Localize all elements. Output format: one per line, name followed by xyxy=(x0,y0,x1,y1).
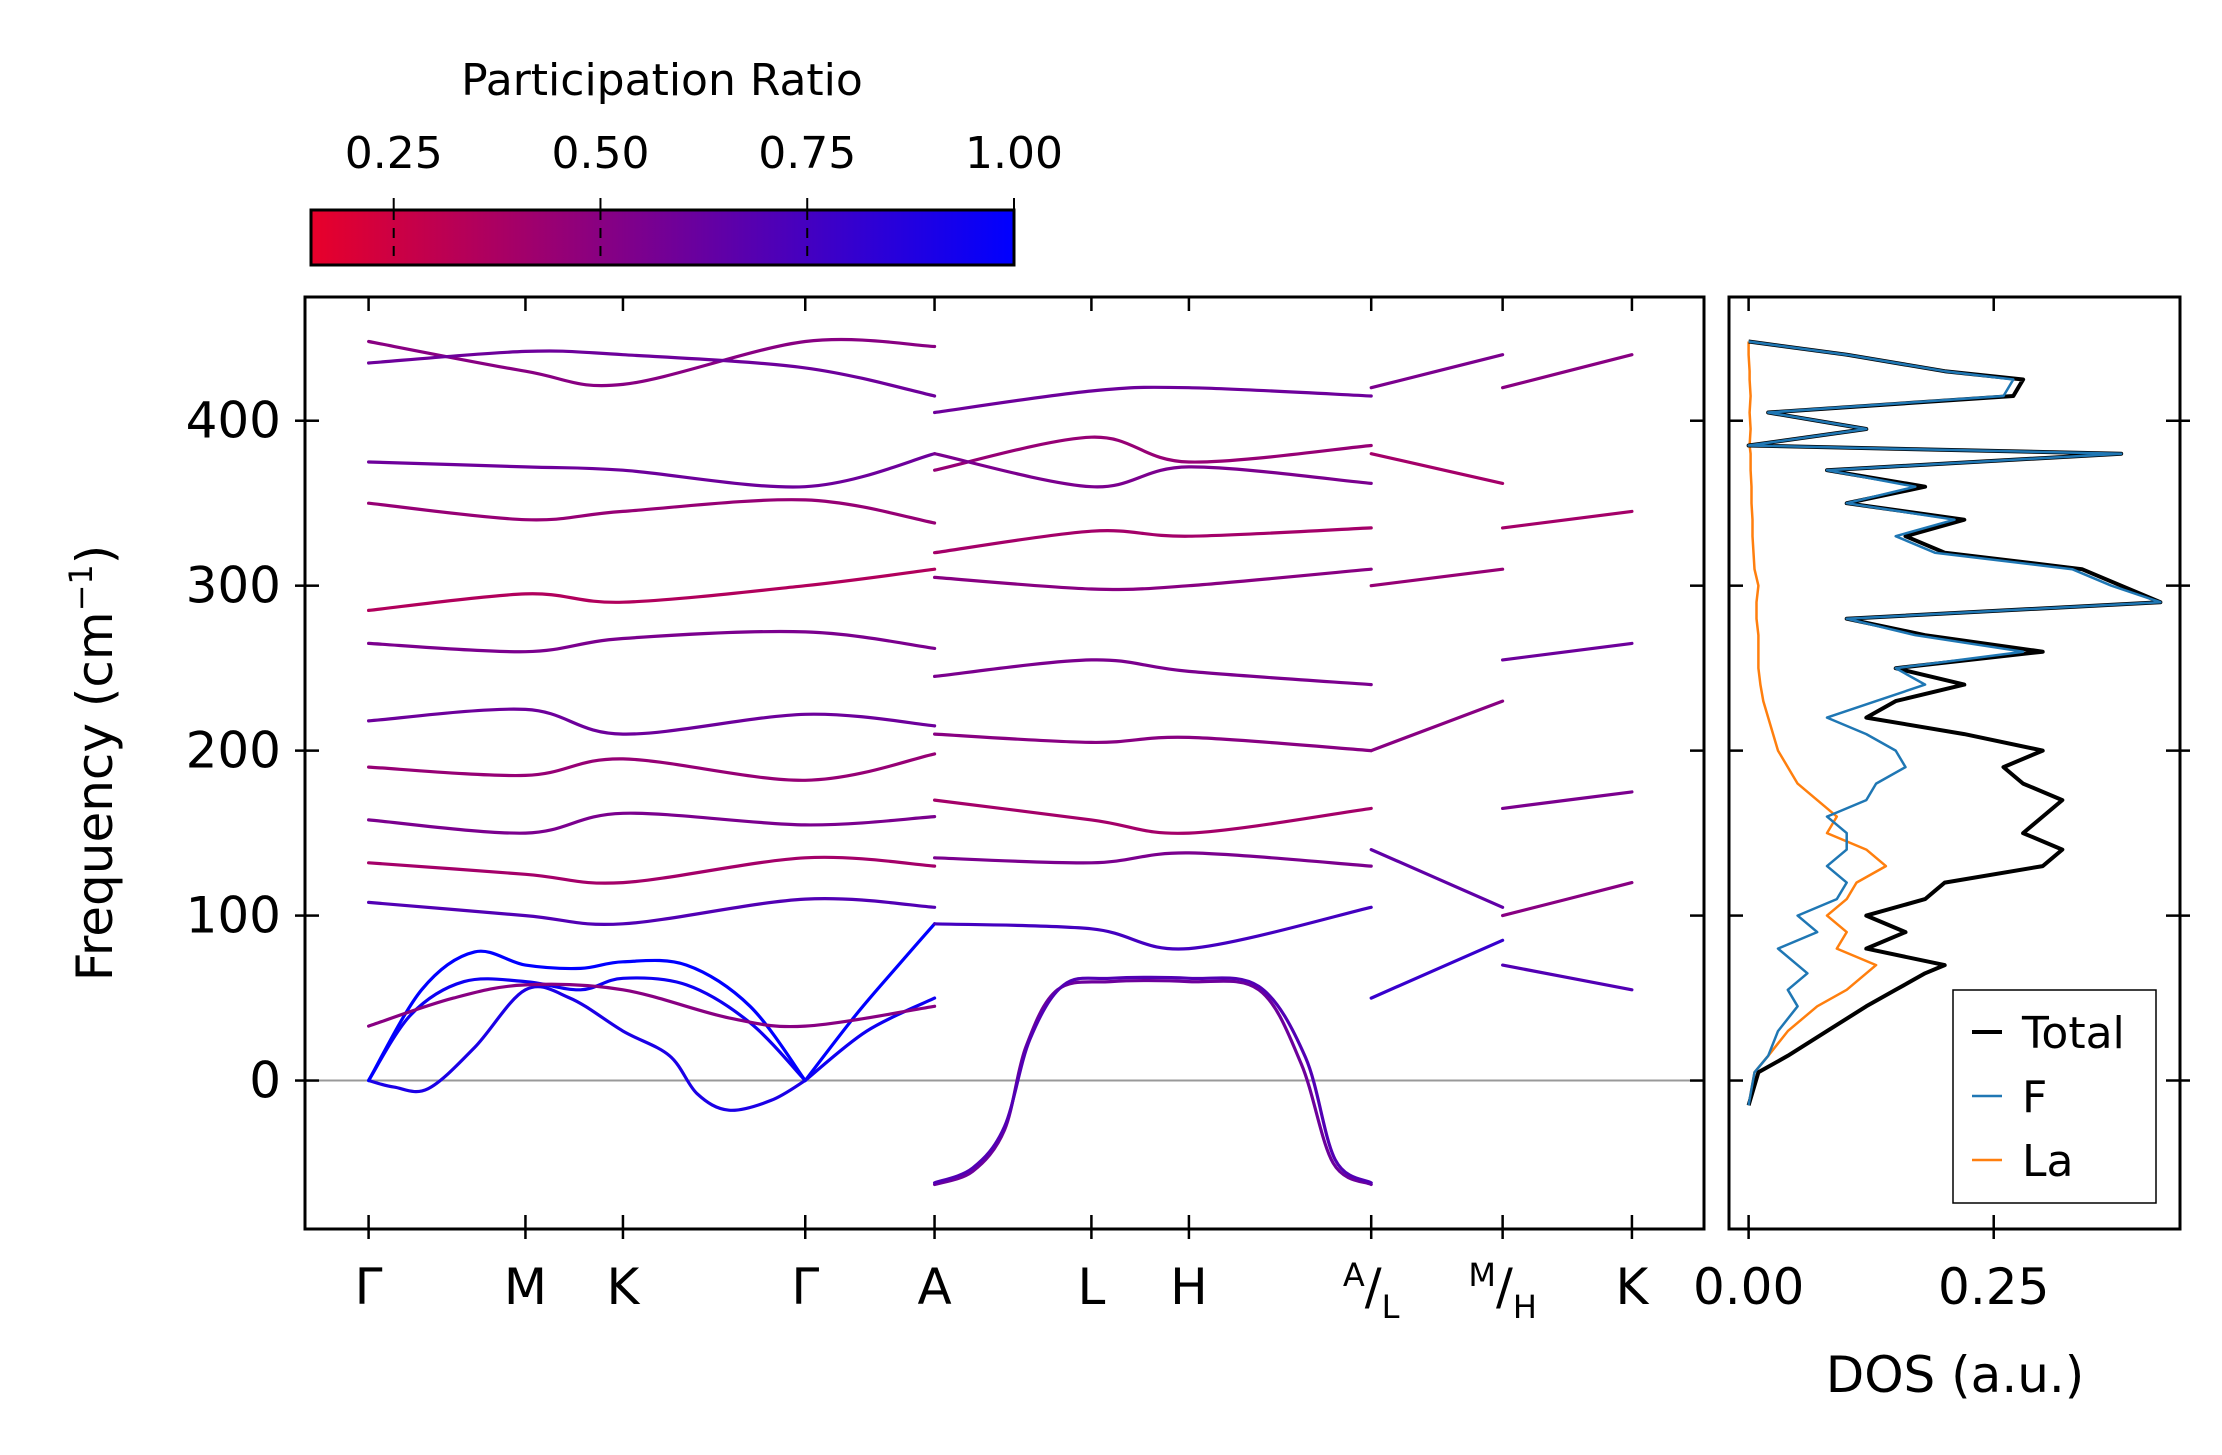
band-structure-panel: 0 100 200 300 400 Γ M K Γ A L H A/L M/H K Frequency (… xyxy=(62,295,1706,1326)
legend-label: F xyxy=(2022,1072,2047,1123)
y-tick-label: 300 xyxy=(186,557,281,615)
colorbar-ticks: 0.25 0.50 0.75 1.00 xyxy=(345,128,1063,265)
band-line xyxy=(933,435,1373,472)
y-axis-label: Frequency (cm−1) xyxy=(62,545,124,982)
band-line xyxy=(933,851,1373,868)
dos-x-tick-label: 0.25 xyxy=(1938,1258,2049,1316)
band-line xyxy=(367,337,937,388)
band-line xyxy=(1501,881,1634,918)
y-axis-label-sup: −1 xyxy=(62,564,100,611)
band-line xyxy=(1369,699,1505,753)
colorbar-tick-label: 1.00 xyxy=(965,128,1063,179)
band-line xyxy=(367,811,937,835)
kpoint-label: M xyxy=(504,1258,547,1316)
band-line xyxy=(367,452,937,489)
band-line xyxy=(367,949,807,1083)
band-line xyxy=(933,798,1373,835)
dos-x-tick-label: 0.00 xyxy=(1693,1258,1804,1316)
dos-legend: Total F La xyxy=(1952,989,2157,1204)
band-line xyxy=(367,349,937,398)
legend-label: Total xyxy=(2021,1008,2125,1059)
kpoint-label: M/H xyxy=(1468,1256,1537,1326)
band-line xyxy=(1369,938,1505,1000)
band-line xyxy=(367,976,807,1083)
band-plot-area xyxy=(305,297,1704,1229)
band-line xyxy=(1369,353,1505,390)
band-line xyxy=(367,498,937,525)
band-line xyxy=(803,996,937,1083)
band-line xyxy=(367,985,807,1112)
legend-label: La xyxy=(2022,1136,2073,1187)
colorbar: Participation Ratio 0.25 0.50 0.75 1.00 xyxy=(309,55,1063,267)
band-line xyxy=(1501,790,1634,810)
y-axis-label-close: ) xyxy=(66,545,124,565)
band-line xyxy=(367,982,937,1029)
dos-x-axis: 0.00 0.25 xyxy=(1693,297,2049,1316)
colorbar-tick-label: 0.50 xyxy=(551,128,649,179)
kpoint-label: H xyxy=(1170,1258,1208,1316)
band-line xyxy=(933,658,1373,687)
kpoint-label: Γ xyxy=(355,1258,383,1316)
y-axis-label-main: Frequency (cm xyxy=(66,611,124,981)
band-line xyxy=(367,897,937,926)
dos-panel: 0.00 0.25 DOS (a.u.) Total F La xyxy=(1693,295,2190,1404)
band-line xyxy=(1369,567,1505,588)
dos-lines xyxy=(1746,339,2163,1106)
svg-text:Frequency (cm−1): Frequency (cm−1) xyxy=(62,545,124,982)
colorbar-gradient xyxy=(309,208,1016,267)
dos-line-f xyxy=(1747,340,2162,1106)
band-line xyxy=(1501,641,1634,662)
band-plot-frame xyxy=(303,295,1706,1231)
band-line xyxy=(367,629,937,654)
band-line xyxy=(933,975,1373,1185)
band-line xyxy=(933,732,1373,753)
band-kpoint-axis: Γ M K Γ A L H A/L M/H K xyxy=(355,297,1650,1326)
band-line xyxy=(1369,848,1505,909)
kpoint-label: L xyxy=(1077,1258,1105,1316)
colorbar-label: Participation Ratio xyxy=(461,55,863,106)
kpoint-label: Γ xyxy=(791,1258,819,1316)
y-tick-label: 200 xyxy=(186,722,281,780)
kpoint-label: K xyxy=(1616,1258,1650,1316)
band-line xyxy=(933,452,1373,489)
band-line xyxy=(803,922,937,1083)
band-line xyxy=(933,385,1373,415)
dos-x-axis-label: DOS (a.u.) xyxy=(1826,1346,2085,1404)
band-line xyxy=(367,855,937,885)
kpoint-label: A/L xyxy=(1343,1256,1400,1326)
band-line xyxy=(367,752,937,782)
y-tick-label: 0 xyxy=(249,1052,281,1110)
dos-y-ticks xyxy=(1729,419,2190,1082)
kpoint-label: A xyxy=(917,1258,951,1316)
y-tick-label: 100 xyxy=(186,887,281,945)
kpoint-label: K xyxy=(607,1258,641,1316)
dos-plot-frame xyxy=(1727,295,2182,1231)
band-line xyxy=(1501,963,1634,992)
band-line xyxy=(1501,353,1634,390)
colorbar-tick-label: 0.75 xyxy=(758,128,856,179)
band-line xyxy=(367,707,937,736)
band-lines xyxy=(367,337,1634,1187)
band-line xyxy=(933,567,1373,592)
band-y-axis: 0 100 200 300 400 xyxy=(186,392,1704,1110)
band-line xyxy=(367,567,937,612)
band-line xyxy=(933,526,1373,555)
band-line xyxy=(933,905,1373,951)
band-line xyxy=(1501,509,1634,530)
y-tick-label: 400 xyxy=(186,392,281,450)
dos-line-la xyxy=(1747,341,1888,1106)
band-line xyxy=(1369,452,1505,485)
colorbar-tick-label: 0.25 xyxy=(345,128,443,179)
